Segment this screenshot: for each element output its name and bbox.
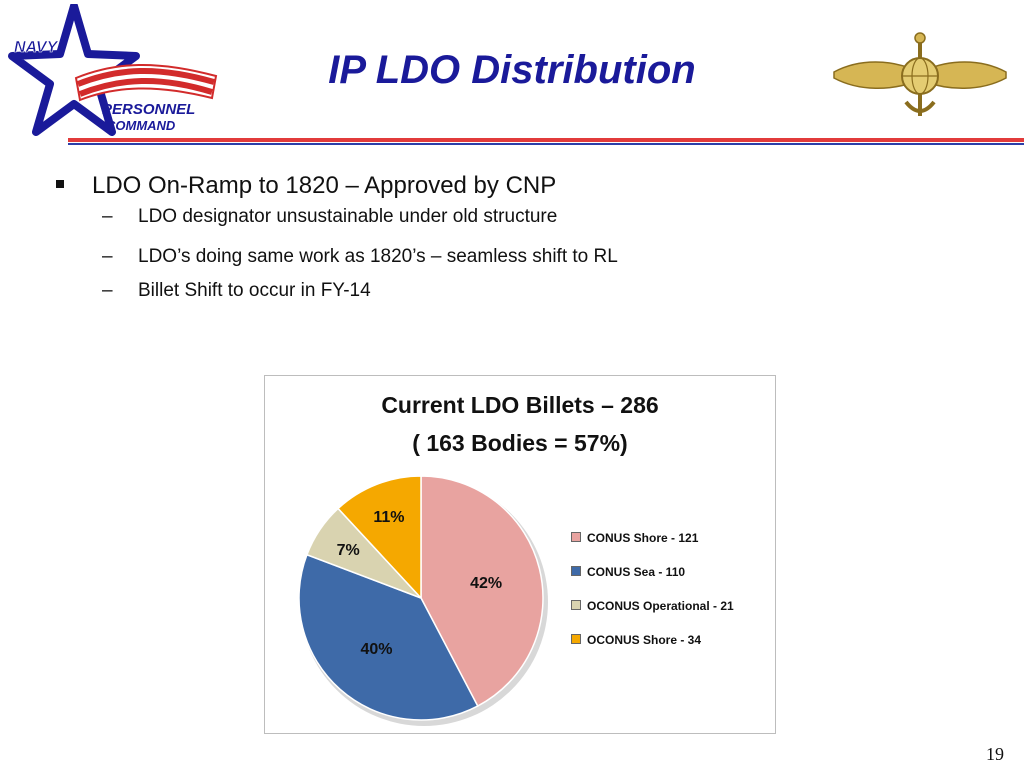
navy-personnel-command-logo: NAVY PERSONNEL COMMAND [8,4,218,136]
dash-bullet-icon: – [102,246,113,267]
square-bullet-icon [56,180,64,188]
dash-bullet-icon: – [102,280,113,301]
logo-navy-text: NAVY [14,39,59,56]
logo-personnel-text: PERSONNEL [102,101,195,118]
pie-data-label: 11% [373,509,404,526]
sub-bullet: – LDO designator unsustainable under old… [56,206,956,246]
pie-data-label: 42% [470,575,502,592]
legend-label: CONUS Shore - 121 [587,531,699,545]
legend-swatch [571,600,581,610]
pie-data-label: 40% [360,641,392,658]
pie-chart: 42% 40% 7% 11% [298,475,548,726]
legend-item: CONUS Shore - 121 [571,531,698,545]
sub-bullet: – LDO’s doing same work as 1820’s – seam… [56,246,956,280]
sub-bullet: – Billet Shift to occur in FY-14 [56,280,956,320]
legend-swatch [571,566,581,576]
chart-subtitle: ( 163 Bodies = 57%) [412,430,628,456]
bullet-main: LDO On-Ramp to 1820 – Approved by CNP [56,172,956,206]
bullet-list: LDO On-Ramp to 1820 – Approved by CNP – … [56,172,956,320]
bullet-main-text: LDO On-Ramp to 1820 – Approved by CNP [92,172,557,199]
pie-slice [420,475,544,708]
pie-slice [337,475,422,600]
star-icon [8,4,140,136]
header-rule-blue [68,143,1024,145]
sub-bullet-text: LDO’s doing same work as 1820’s – seamle… [138,246,618,267]
pie-data-label: 7% [337,542,360,559]
legend-label: OCONUS Shore - 34 [587,633,702,647]
page-number: 19 [986,744,1004,764]
legend-swatch [571,532,581,542]
legend-label: OCONUS Operational - 21 [587,599,734,613]
legend-swatch [571,634,581,644]
sub-bullet-text: Billet Shift to occur in FY-14 [138,280,371,301]
logo-command-text: COMMAND [106,118,176,133]
legend-label: CONUS Sea - 110 [587,565,686,579]
legend-item: OCONUS Shore - 34 [571,633,701,647]
legend-item: CONUS Sea - 110 [571,565,685,579]
gold-insignia-logo [833,32,1007,116]
pie-chart-panel: Current LDO Billets – 286 ( 163 Bodies =… [264,375,776,734]
legend-item: OCONUS Operational - 21 [571,599,734,613]
chart-title: Current LDO Billets – 286 [381,392,659,418]
pie-slice [298,553,479,721]
sub-bullet-text: LDO designator unsustainable under old s… [138,206,558,227]
slide-title: IP LDO Distribution [328,48,696,92]
dash-bullet-icon: – [102,206,113,227]
header-rule-red [68,138,1024,142]
